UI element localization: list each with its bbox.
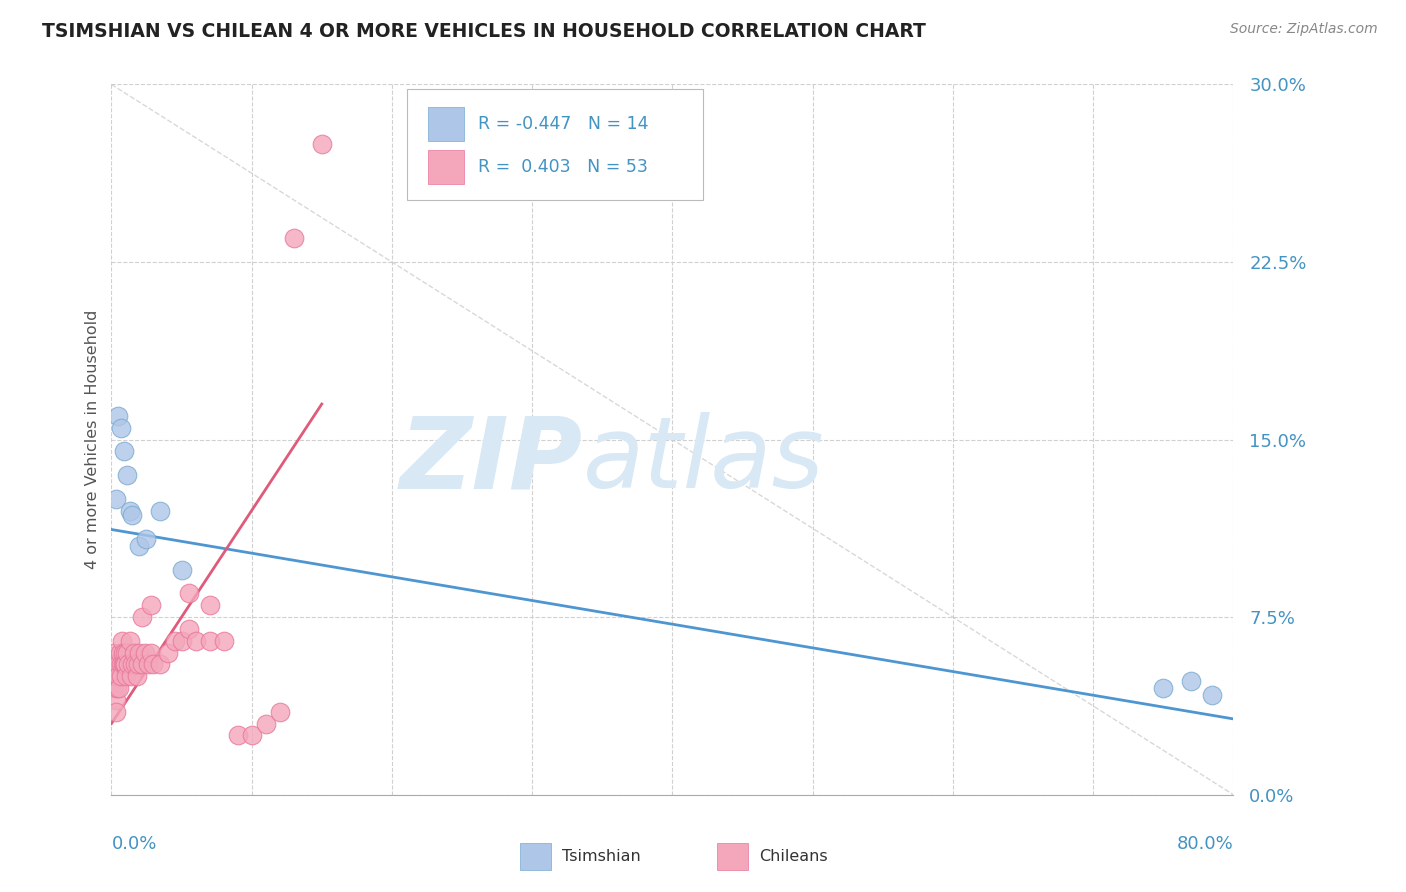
- Y-axis label: 4 or more Vehicles in Household: 4 or more Vehicles in Household: [86, 310, 100, 569]
- Point: [104, 693, 127, 707]
- Point: [117, 657, 139, 672]
- Point: [115, 669, 138, 683]
- Point: [108, 681, 131, 695]
- Point: [163, 633, 186, 648]
- Point: [134, 646, 156, 660]
- Point: [114, 657, 136, 672]
- Point: [177, 586, 200, 600]
- Point: [104, 491, 127, 506]
- Point: [124, 657, 146, 672]
- Point: [283, 231, 305, 245]
- Point: [107, 409, 129, 423]
- Point: [110, 669, 132, 683]
- Point: [125, 669, 148, 683]
- Point: [101, 646, 124, 660]
- Point: [115, 646, 138, 660]
- Point: [112, 646, 135, 660]
- Point: [139, 646, 162, 660]
- Point: [120, 669, 142, 683]
- Point: [128, 646, 150, 660]
- Text: R =  0.403   N = 53: R = 0.403 N = 53: [478, 158, 648, 177]
- Point: [170, 563, 193, 577]
- Point: [212, 633, 235, 648]
- Point: [112, 657, 135, 672]
- Point: [118, 503, 141, 517]
- Point: [269, 705, 291, 719]
- Point: [111, 633, 134, 648]
- Point: [139, 599, 162, 613]
- Point: [105, 681, 128, 695]
- Point: [118, 633, 141, 648]
- Point: [149, 657, 172, 672]
- Point: [184, 633, 207, 648]
- Point: [107, 669, 129, 683]
- Text: TSIMSHIAN VS CHILEAN 4 OR MORE VEHICLES IN HOUSEHOLD CORRELATION CHART: TSIMSHIAN VS CHILEAN 4 OR MORE VEHICLES …: [42, 22, 927, 41]
- Point: [121, 508, 143, 523]
- Point: [112, 444, 135, 458]
- Point: [240, 729, 263, 743]
- Text: Chileans: Chileans: [759, 849, 828, 863]
- Point: [136, 657, 159, 672]
- Point: [254, 716, 277, 731]
- Point: [103, 657, 125, 672]
- Point: [142, 657, 165, 672]
- Point: [177, 622, 200, 636]
- Text: 0.0%: 0.0%: [111, 835, 157, 853]
- Point: [111, 657, 134, 672]
- Text: R = -0.447   N = 14: R = -0.447 N = 14: [478, 115, 648, 133]
- Text: ZIP: ZIP: [399, 412, 582, 509]
- Point: [226, 729, 249, 743]
- Point: [115, 468, 138, 483]
- Text: Tsimshian: Tsimshian: [562, 849, 641, 863]
- Point: [135, 532, 157, 546]
- Point: [110, 420, 132, 434]
- Point: [156, 646, 179, 660]
- Point: [103, 681, 125, 695]
- Point: [1180, 673, 1202, 688]
- Point: [122, 646, 145, 660]
- Point: [105, 705, 128, 719]
- Point: [198, 633, 221, 648]
- Point: [127, 657, 149, 672]
- Point: [198, 599, 221, 613]
- Point: [149, 503, 172, 517]
- Point: [104, 669, 127, 683]
- Text: atlas: atlas: [582, 412, 824, 509]
- Point: [1152, 681, 1174, 695]
- Point: [311, 136, 333, 151]
- Point: [1201, 688, 1223, 702]
- Point: [107, 657, 129, 672]
- Point: [131, 657, 153, 672]
- Point: [121, 657, 143, 672]
- Point: [114, 646, 136, 660]
- Point: [170, 633, 193, 648]
- Point: [110, 657, 132, 672]
- Point: [108, 646, 131, 660]
- Text: Source: ZipAtlas.com: Source: ZipAtlas.com: [1230, 22, 1378, 37]
- Text: 80.0%: 80.0%: [1177, 835, 1233, 853]
- Point: [131, 610, 153, 624]
- Point: [128, 539, 150, 553]
